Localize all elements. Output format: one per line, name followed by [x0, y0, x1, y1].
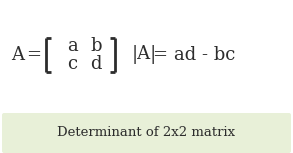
FancyBboxPatch shape: [2, 113, 291, 153]
Text: c: c: [67, 55, 77, 73]
Text: ad - bc: ad - bc: [174, 46, 235, 64]
Text: A: A: [11, 46, 25, 64]
Text: Determinant of 2x2 matrix: Determinant of 2x2 matrix: [57, 127, 235, 140]
Text: |A|: |A|: [132, 45, 157, 65]
Text: =: =: [152, 46, 168, 64]
Text: d: d: [90, 55, 102, 73]
Text: =: =: [26, 46, 42, 64]
Text: b: b: [90, 37, 102, 55]
Text: a: a: [67, 37, 77, 55]
